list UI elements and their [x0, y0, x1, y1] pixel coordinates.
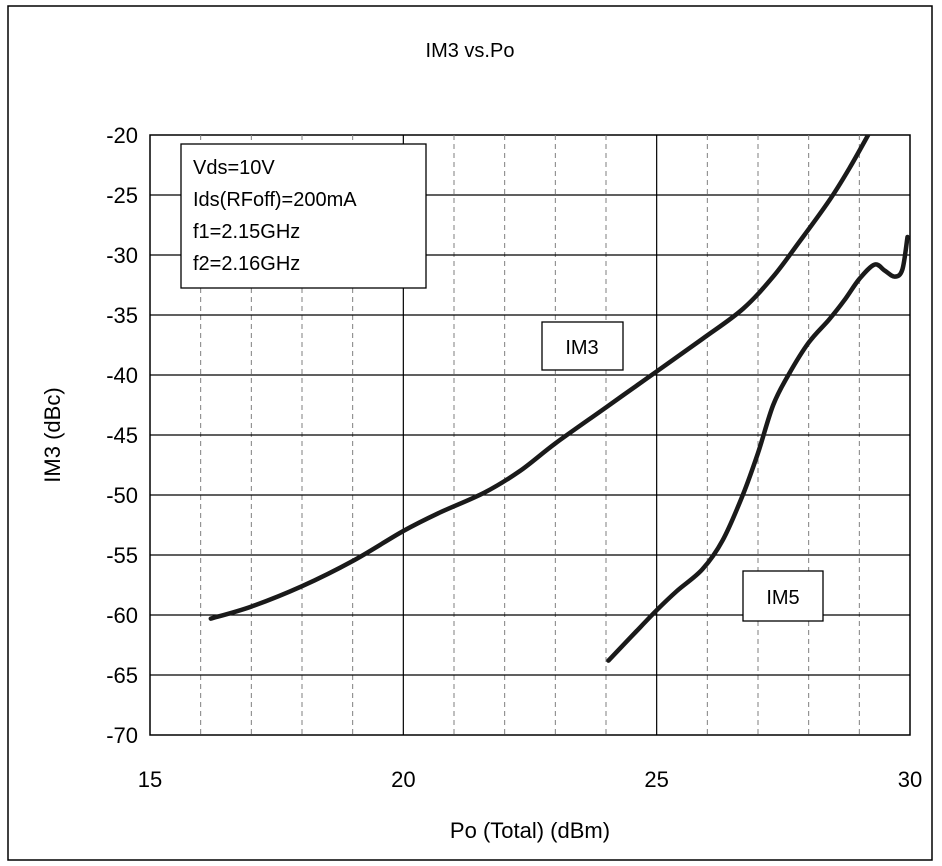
conditions-box: Vds=10V Ids(RFoff)=200mA f1=2.15GHz f2=2… [180, 143, 427, 289]
im5-label-text: IM5 [766, 587, 799, 609]
conditions-box-border [180, 143, 427, 289]
y-tick-label: -60 [106, 603, 138, 628]
im3-label-text: IM3 [565, 337, 598, 359]
condition-f2: f2=2.16GHz [193, 253, 300, 275]
y-tick-label: -20 [106, 123, 138, 148]
x-tick-label: 25 [644, 767, 668, 792]
y-tick-label: -25 [106, 183, 138, 208]
series-line-im3 [208, 135, 871, 621]
y-tick-label: -30 [106, 243, 138, 268]
y-tick-label: -65 [106, 663, 138, 688]
im3-series-label: IM3 [541, 321, 624, 371]
chart-title: IM3 vs.Po [426, 40, 515, 62]
y-tick-label: -70 [106, 723, 138, 748]
x-tick-labels: 15 20 25 30 [138, 767, 922, 792]
y-tick-label: -55 [106, 543, 138, 568]
im5-label-box [742, 570, 824, 622]
condition-ids: Ids(RFoff)=200mA [193, 189, 357, 211]
x-tick-label: 20 [391, 767, 415, 792]
y-tick-label: -45 [106, 423, 138, 448]
y-tick-label: -50 [106, 483, 138, 508]
x-axis-title: Po (Total) (dBm) [450, 818, 610, 843]
series-line-im5 [606, 234, 910, 663]
im3-label-box [541, 321, 624, 371]
condition-f1: f1=2.15GHz [193, 221, 300, 243]
y-tick-label: -35 [106, 303, 138, 328]
y-tick-label: -40 [106, 363, 138, 388]
y-axis-title: IM3 (dBc) [40, 387, 65, 482]
y-tick-labels: -20 -25 -30 -35 -40 -45 -50 -55 -60 -65 -70 [106, 123, 138, 748]
x-tick-label: 30 [898, 767, 922, 792]
x-tick-label: 15 [138, 767, 162, 792]
condition-vds: Vds=10V [193, 157, 275, 179]
im5-series-label: IM5 [742, 570, 824, 622]
series-group [208, 135, 910, 663]
